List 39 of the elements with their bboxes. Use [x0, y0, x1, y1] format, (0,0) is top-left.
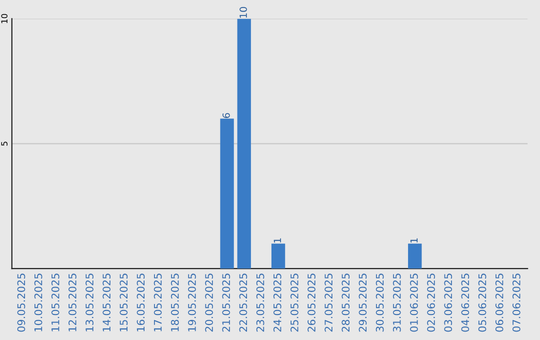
x-tick-label: 20.05.2025 — [205, 274, 213, 332]
x-tick-label: 29.05.2025 — [358, 274, 367, 332]
bar — [220, 118, 234, 269]
x-tick-label: 07.06.2025 — [512, 274, 520, 332]
x-tick-label: 25.05.2025 — [290, 274, 298, 332]
x-tick-label: 24.05.2025 — [273, 274, 282, 332]
x-tick-label: 11.05.2025 — [51, 274, 60, 332]
x-tick-label: 14.05.2025 — [102, 274, 111, 332]
x-tick-label: 04.06.2025 — [461, 274, 470, 332]
x-tick-label: 18.05.2025 — [170, 274, 179, 332]
x-tick-label: 16.05.2025 — [136, 274, 145, 332]
x-tick-label: 17.05.2025 — [154, 274, 162, 332]
x-tick-label: 05.06.2025 — [478, 274, 486, 332]
x-tick-label: 12.05.2025 — [68, 274, 76, 332]
x-tick-label: 22.05.2025 — [239, 274, 248, 332]
data-label: 6 — [222, 113, 230, 118]
x-tick-label: 02.06.2025 — [427, 274, 435, 332]
x-tick-label: 19.05.2025 — [188, 274, 196, 332]
x-tick-label: 03.06.2025 — [444, 274, 452, 332]
x-tick-label: 10.05.2025 — [34, 274, 42, 332]
x-tick-label: 27.05.2025 — [324, 274, 333, 332]
bar — [237, 18, 251, 269]
x-tick-label: 31.05.2025 — [392, 274, 401, 332]
x-tick-label: 06.06.2025 — [495, 274, 504, 332]
data-label: 1 — [410, 238, 418, 243]
x-tick-label: 13.05.2025 — [86, 274, 94, 332]
bar — [408, 244, 422, 269]
bar — [271, 244, 286, 269]
x-tick-label: 09.05.2025 — [17, 274, 26, 332]
y-tick-label: 5 — [1, 142, 8, 146]
x-tick-label: 30.05.2025 — [376, 274, 384, 332]
data-label: 1 — [274, 238, 281, 243]
data-label: 10 — [240, 6, 247, 18]
x-tick-label: 28.05.2025 — [342, 274, 350, 332]
x-tick-label: 23.05.2025 — [256, 274, 264, 332]
x-tick-label: 26.05.2025 — [308, 274, 316, 332]
x-tick-label: 21.05.2025 — [222, 274, 230, 332]
x-tick-label: 01.06.2025 — [410, 274, 418, 332]
x-tick-label: 15.05.2025 — [120, 274, 128, 332]
